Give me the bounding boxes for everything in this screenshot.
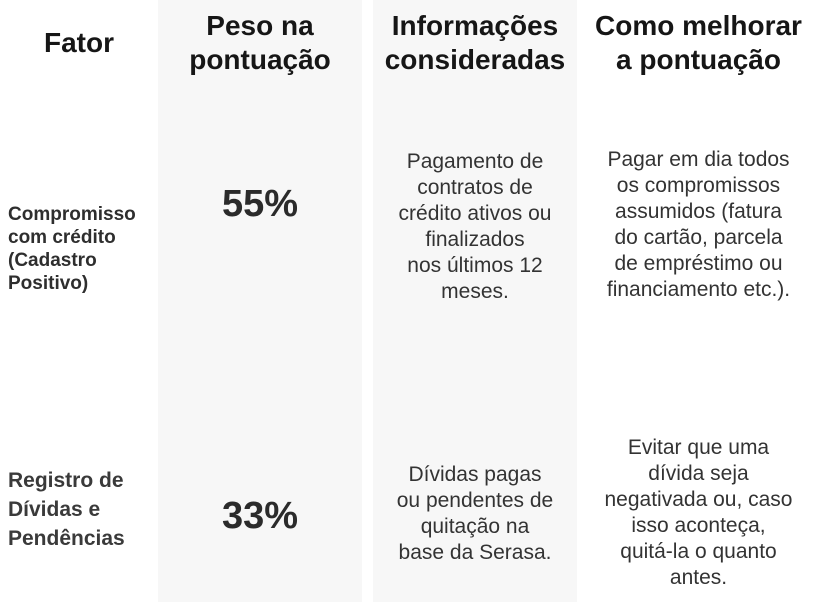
info-column-stripe [373, 0, 577, 602]
header-information-considered: Informações consideradas [384, 10, 566, 75]
header-weight: Peso na pontuação [189, 10, 331, 75]
row1-information-text: Pagamento de contratos de crédito ativos… [398, 150, 552, 303]
row1-weight-percentage: 55% [221, 183, 299, 225]
header-factor: Fator [44, 27, 114, 58]
row2-weight-percentage: 33% [221, 495, 299, 537]
header-how-to-improve: Como melhorar a pontuação [595, 10, 802, 75]
row2-information-text: Dívidas pagas ou pendentes de quitação n… [396, 463, 554, 564]
row1-factor-label: Compromisso com crédito (Cadastro Positi… [8, 204, 136, 294]
row2-improvement-text: Evitar que uma dívida seja negativada ou… [604, 436, 793, 589]
row1-improvement-text: Pagar em dia todos os compromissos assum… [606, 148, 791, 301]
weight-column-stripe [158, 0, 362, 602]
row2-factor-label: Registro de Dívidas e Pendências [8, 469, 125, 550]
